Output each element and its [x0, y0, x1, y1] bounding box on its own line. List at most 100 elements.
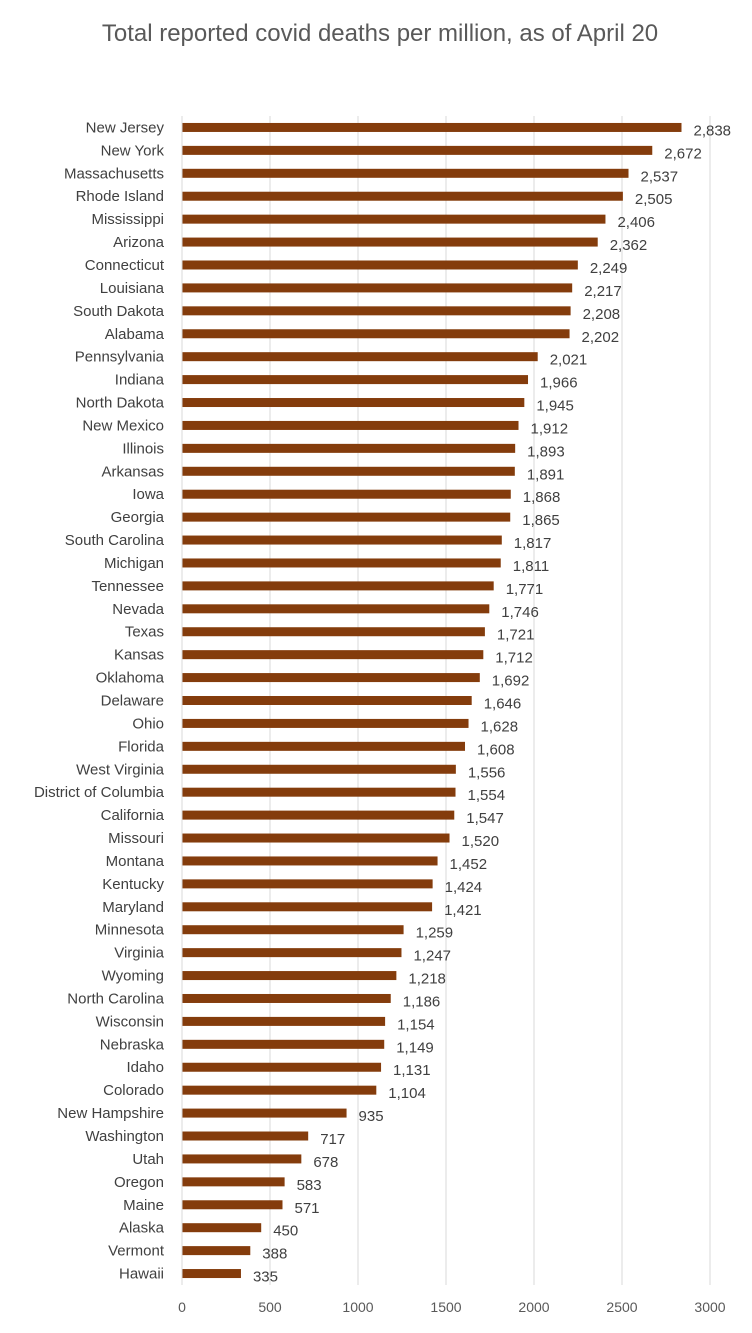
- bar: [182, 512, 511, 522]
- data-label: 1,646: [484, 696, 522, 713]
- bar: [182, 306, 571, 316]
- data-label: 1,746: [501, 604, 539, 621]
- bar: [182, 1131, 309, 1141]
- category-label: New York: [101, 142, 165, 159]
- category-label: Vermont: [108, 1243, 165, 1260]
- category-label: New Hampshire: [57, 1105, 164, 1122]
- bar: [182, 1200, 283, 1210]
- bar: [182, 398, 525, 408]
- data-label: 1,218: [408, 971, 446, 988]
- data-label: 1,547: [466, 810, 504, 827]
- data-label: 571: [294, 1200, 319, 1217]
- chart-title: Total reported covid deaths per million,…: [101, 20, 659, 47]
- data-label: 678: [313, 1154, 338, 1171]
- data-label: 2,021: [550, 352, 588, 369]
- category-label: Louisiana: [100, 280, 165, 297]
- bar: [182, 696, 472, 705]
- data-label: 1,628: [481, 718, 519, 735]
- bar: [182, 673, 480, 683]
- data-label: 1,247: [413, 948, 451, 965]
- bar: [182, 466, 515, 476]
- data-label: 583: [297, 1177, 322, 1194]
- bar: [182, 375, 529, 385]
- data-label: 2,362: [610, 237, 648, 254]
- category-label: Connecticut: [85, 257, 165, 274]
- data-label: 1,966: [540, 375, 578, 392]
- data-label: 1,154: [397, 1016, 435, 1033]
- bar: [182, 237, 598, 247]
- data-label: 2,249: [590, 260, 628, 277]
- bar: [182, 1016, 386, 1026]
- category-label: West Virginia: [76, 761, 164, 778]
- data-label: 335: [253, 1269, 278, 1286]
- category-label: Indiana: [115, 372, 165, 389]
- category-label: New Mexico: [82, 417, 164, 434]
- x-tick-label: 2500: [606, 1299, 637, 1315]
- category-label: Maine: [123, 1197, 164, 1214]
- bar: [182, 283, 573, 293]
- bar: [182, 971, 397, 981]
- data-label: 1,912: [531, 420, 569, 437]
- category-label: Wyoming: [102, 968, 164, 985]
- category-label: Kentucky: [102, 876, 164, 893]
- data-label: 1,608: [477, 741, 515, 758]
- category-label: Virginia: [114, 945, 164, 962]
- bar: [182, 352, 538, 362]
- category-label: North Carolina: [67, 990, 164, 1007]
- x-tick-label: 500: [258, 1299, 282, 1315]
- data-label: 1,131: [393, 1062, 431, 1079]
- category-label: Florida: [118, 738, 165, 755]
- data-label: 2,202: [582, 329, 620, 346]
- category-label: Utah: [132, 1151, 164, 1168]
- data-label: 2,505: [635, 191, 673, 208]
- data-label: 1,424: [445, 879, 483, 896]
- category-label: Rhode Island: [76, 188, 164, 205]
- data-label: 1,104: [388, 1085, 426, 1102]
- category-label: California: [101, 807, 165, 824]
- category-label: Ohio: [132, 715, 164, 732]
- x-tick-label: 1500: [430, 1299, 461, 1315]
- data-label: 2,672: [664, 145, 702, 162]
- category-label: Massachusetts: [64, 165, 164, 182]
- data-label: 1,421: [444, 902, 482, 919]
- bar: [182, 1039, 385, 1049]
- data-label: 2,406: [617, 214, 655, 231]
- bar: [182, 214, 606, 224]
- data-label: 1,149: [396, 1039, 434, 1056]
- data-label: 388: [262, 1246, 287, 1263]
- data-label: 450: [273, 1223, 298, 1240]
- data-label: 2,537: [641, 168, 679, 185]
- category-label: Missouri: [108, 830, 164, 847]
- bar: [182, 558, 501, 568]
- category-label: Idaho: [126, 1059, 164, 1076]
- category-label: Wisconsin: [96, 1013, 164, 1030]
- category-label: Minnesota: [95, 922, 165, 939]
- data-label: 1,865: [522, 512, 560, 529]
- bar: [182, 1246, 251, 1256]
- bar: [182, 535, 502, 545]
- bar: [182, 1269, 241, 1279]
- bar: [182, 1085, 377, 1095]
- bar: [182, 1154, 302, 1164]
- data-label: 717: [320, 1131, 345, 1148]
- data-label: 1,771: [506, 581, 544, 598]
- bar: [182, 902, 433, 912]
- data-label: 1,868: [523, 489, 561, 506]
- category-label: South Dakota: [73, 303, 165, 320]
- x-tick-label: 3000: [694, 1299, 725, 1315]
- category-label: Pennsylvania: [75, 349, 165, 366]
- data-label: 1,452: [450, 856, 488, 873]
- bar: [182, 718, 469, 728]
- data-label: 1,186: [403, 993, 441, 1010]
- data-label: 1,817: [514, 535, 552, 552]
- bar: [182, 650, 484, 660]
- category-label: Kansas: [114, 647, 164, 664]
- x-tick-label: 2000: [518, 1299, 549, 1315]
- bar: [182, 420, 519, 430]
- data-label: 1,692: [492, 673, 530, 690]
- data-label: 2,838: [693, 122, 731, 139]
- category-label: Nevada: [112, 601, 164, 618]
- category-label: Oregon: [114, 1174, 164, 1191]
- category-label: Georgia: [111, 509, 165, 526]
